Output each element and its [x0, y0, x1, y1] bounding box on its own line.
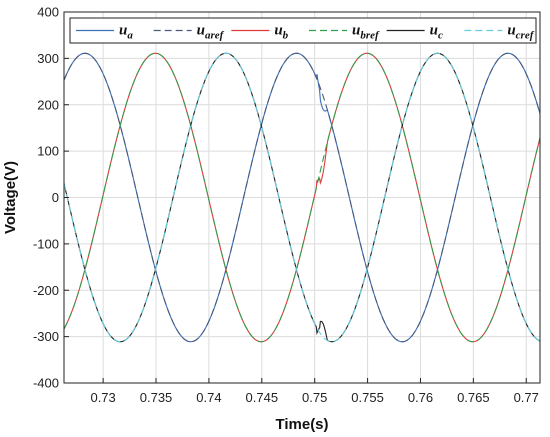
legend: ua uaref ub ubref uc ucref: [69, 17, 537, 44]
y-tick-label: -200: [33, 283, 59, 298]
y-tick-label: -100: [33, 236, 59, 251]
legend-entry: uc: [430, 23, 443, 42]
x-tick-label: 0.755: [351, 390, 384, 405]
y-tick-label: 200: [37, 97, 59, 112]
series-line-ubref: [64, 52, 540, 343]
x-tick-label: 0.745: [246, 390, 279, 405]
x-axis-ticks: 0.73 0.735 0.74 0.745 0.75 0.755 0.76 0.765 0.77: [90, 378, 539, 405]
y-axis-ticks: 400 300 200 100 0 -100 -200 -300 -400: [33, 5, 69, 391]
y-axis-label: Voltage(V): [2, 161, 19, 234]
x-tick-label: 0.75: [302, 390, 327, 405]
legend-entry: ua: [119, 23, 133, 42]
legend-entry: uaref: [197, 23, 225, 42]
y-tick-label: -300: [33, 329, 59, 344]
x-tick-label: 0.735: [140, 390, 173, 405]
x-tick-label: 0.77: [514, 390, 539, 405]
y-tick-label: 300: [37, 51, 59, 66]
series-line-ucref: [64, 52, 540, 343]
y-tick-label: 400: [37, 5, 59, 20]
y-tick-label: 0: [52, 190, 59, 205]
x-tick-label: 0.76: [408, 390, 433, 405]
legend-entry: ubref: [352, 23, 380, 42]
y-tick-label: 100: [37, 144, 59, 159]
legend-entry: ucref: [507, 23, 534, 42]
y-tick-label: -400: [33, 376, 59, 391]
x-axis-label: Time(s): [275, 416, 328, 433]
x-tick-label: 0.765: [457, 390, 490, 405]
legend-entry: ub: [274, 23, 288, 42]
series-group: [64, 52, 540, 343]
legend-box: [69, 17, 537, 44]
series-line-uaref: [64, 52, 540, 343]
x-tick-label: 0.74: [196, 390, 221, 405]
x-tick-label: 0.73: [90, 390, 115, 405]
